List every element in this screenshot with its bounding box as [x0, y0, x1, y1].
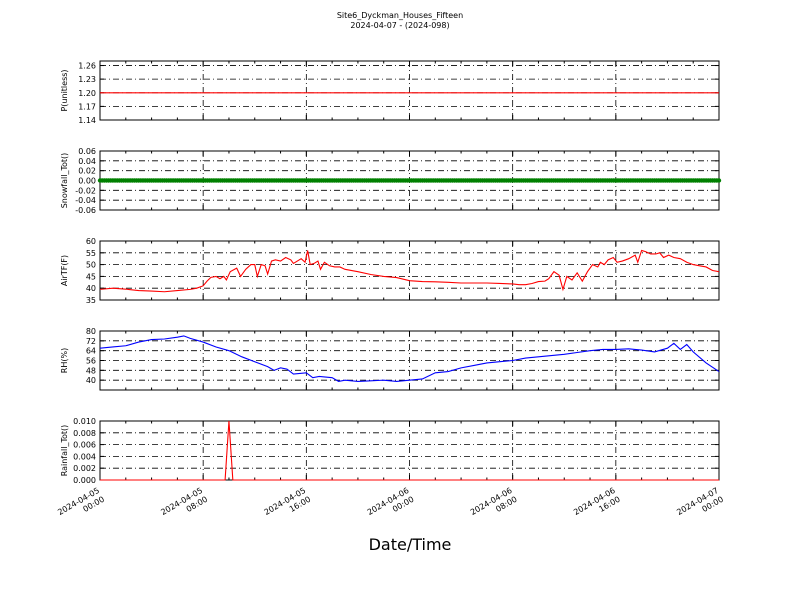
- y-axis-label: RH(%): [60, 348, 69, 373]
- y-tick-label: 0.00: [78, 177, 96, 186]
- y-tick-label: 72: [86, 337, 96, 346]
- panel-3: 60 55 50 45 40 35 AirTF(F): [60, 237, 720, 305]
- y-tick-label: 0.06: [78, 147, 96, 156]
- y-tick-label: 0.008: [73, 429, 96, 438]
- chart-title: Site6_Dyckman_Houses_Fifteen: [337, 11, 463, 20]
- chart-titles: Site6_Dyckman_Houses_Fifteen 2024-04-07 …: [337, 11, 463, 30]
- y-axis-label: Snowfall_Tot(): [60, 153, 69, 209]
- y-axis-label: AirTF(F): [60, 255, 69, 286]
- y-tick-label: 0.006: [73, 441, 96, 450]
- y-tick-label: -0.02: [75, 186, 96, 195]
- y-tick-label: 0.000: [73, 476, 96, 485]
- x-axis-tick-labels: 2024-04-0500:00 2024-04-0508:00 2024-04-05…: [56, 486, 725, 526]
- y-tick-label: 56: [86, 357, 96, 366]
- y-tick-label: -0.06: [75, 206, 96, 215]
- data-point: [716, 178, 722, 183]
- series-line: [100, 420, 719, 481]
- x-axis-label: Date/Time: [369, 535, 452, 554]
- y-tick-label: 0.004: [73, 452, 96, 461]
- x-tick-label: 2024-04-0500:00: [56, 486, 106, 526]
- x-tick-label: 2024-04-0608:00: [469, 486, 519, 526]
- y-tick-label: 1.26: [78, 62, 96, 71]
- x-tick-label: 2024-04-0600:00: [366, 486, 416, 526]
- panel-5: 0.010 0.008 0.006 0.004 0.002 0.000 Rainfall_T…: [60, 417, 720, 485]
- series-line: [99, 335, 720, 382]
- panel-1: 1.26 1.23 1.20 1.17 1.14 P(unitless): [60, 60, 720, 125]
- y-tick-label: 1.17: [78, 102, 96, 111]
- y-tick-label: 1.14: [78, 116, 96, 125]
- y-tick-label: 48: [86, 366, 96, 375]
- y-tick-label: 80: [86, 327, 96, 336]
- y-tick-label: 0.010: [73, 417, 96, 426]
- y-axis-label: Rainfall_Tot(): [60, 425, 69, 477]
- chart-panels: 1.261.231.201.171.14P(unitless)0.060.040…: [60, 60, 722, 485]
- y-tick-label: -0.04: [75, 196, 96, 205]
- x-tick-label: 2024-04-0700:00: [675, 486, 725, 526]
- chart-subtitle: 2024-04-07 - (2024-098): [350, 21, 449, 30]
- y-tick-label: 1.20: [78, 89, 96, 98]
- y-tick-label: 45: [86, 272, 96, 281]
- y-tick-label: 60: [86, 237, 96, 246]
- y-tick-label: 40: [86, 284, 96, 293]
- y-tick-label: 50: [86, 261, 96, 270]
- series-line: [99, 249, 720, 293]
- y-tick-label: 40: [86, 376, 96, 385]
- y-tick-label: 55: [86, 249, 96, 258]
- x-tick-label: 2024-04-0616:00: [572, 486, 622, 526]
- x-tick-label: 2024-04-0508:00: [159, 486, 209, 526]
- panel-2: 0.060.040.020.00-0.02-0.04-0.06 Snowfall_…: [60, 147, 722, 215]
- y-tick-label: 35: [86, 296, 96, 305]
- series-snowfall: [97, 178, 722, 183]
- y-tick-label: 1.23: [78, 75, 96, 84]
- x-tick-label: 2024-04-0516:00: [263, 486, 313, 526]
- y-axis-label: P(unitless): [60, 69, 69, 111]
- y-tick-label: 64: [86, 347, 96, 356]
- y-tick-label: 0.002: [73, 464, 96, 473]
- y-tick-label: 0.04: [78, 157, 96, 166]
- y-tick-label: 0.02: [78, 167, 96, 176]
